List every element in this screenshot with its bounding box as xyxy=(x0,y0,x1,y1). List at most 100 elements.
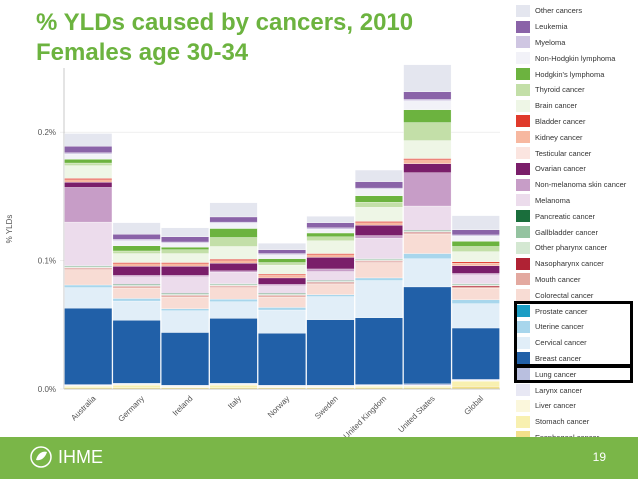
bar-segment-colorectal-cancer xyxy=(306,284,355,295)
bar-segment-non-melanoma-skin-cancer xyxy=(306,268,355,272)
legend: Other cancers Leukemia Myeloma Non-Hodgkin … xyxy=(516,3,638,445)
bar-segment-non-hodgkin-lymphoma xyxy=(258,254,306,259)
legend-item: Other cancers xyxy=(516,3,638,19)
legend-label: Non-Hodgkin lymphoma xyxy=(535,53,616,63)
bar-segment-melanoma xyxy=(209,272,258,284)
bar-segment-kidney-cancer xyxy=(64,179,113,183)
bar-segment-ovarian-cancer xyxy=(161,266,209,276)
bar-segment-cervical-cancer xyxy=(451,303,500,329)
bar-segment-hodgkin-s-lymphoma xyxy=(403,109,452,123)
bar-segment-thyroid-cancer xyxy=(112,250,161,254)
bar-segment-colorectal-cancer xyxy=(355,262,403,279)
bar-segment-non-melanoma-skin-cancer xyxy=(403,172,452,207)
legend-label: Pancreatic cancer xyxy=(535,211,596,221)
bar-segment-melanoma xyxy=(64,221,113,266)
bar-segment-stomach-cancer xyxy=(209,384,258,388)
bar-segment-melanoma xyxy=(258,285,306,294)
legend-label: Stomach cancer xyxy=(535,417,590,427)
bar-segment-uterine-cancer xyxy=(64,284,113,288)
bar-segment-brain-cancer xyxy=(306,240,355,254)
bar-segment-cervical-cancer xyxy=(403,258,452,288)
bar-segment-breast-cancer xyxy=(258,332,306,386)
bar-segment-leukemia xyxy=(355,181,403,189)
bar-segment-non-hodgkin-lymphoma xyxy=(355,189,403,196)
bar-segment-myeloma xyxy=(258,253,306,255)
stacked-bar-chart: % YLDs 0.0% 0.1% 0.2% Australia Germany Irelan… xyxy=(5,64,500,437)
bar-segment-mouth-cancer xyxy=(355,261,403,263)
bar-segment-hodgkin-s-lymphoma xyxy=(306,232,355,237)
bar-segment-mouth-cancer xyxy=(306,282,355,285)
bar-segment-hodgkin-s-lymphoma xyxy=(451,241,500,247)
legend-item: Melanoma xyxy=(516,193,638,209)
bar-segment-stomach-cancer xyxy=(112,384,161,388)
bar-segment-uterine-cancer xyxy=(258,307,306,311)
legend-item: Other pharynx cancer xyxy=(516,240,638,256)
bar-segment-other-cancers xyxy=(403,64,452,92)
bar-segment-non-melanoma-skin-cancer xyxy=(258,284,306,286)
legend-item: Hodgkin's lymphoma xyxy=(516,66,638,82)
legend-highlight-box xyxy=(514,301,633,368)
legend-swatch xyxy=(516,194,530,207)
x-tick-label: United Kingdom xyxy=(342,394,389,437)
bar-segment-breast-cancer xyxy=(306,319,355,386)
legend-swatch xyxy=(516,162,530,175)
legend-swatch xyxy=(516,115,530,128)
bar-segment-kidney-cancer xyxy=(209,260,258,264)
y-tick-label: 0.1% xyxy=(38,257,56,266)
legend-swatch xyxy=(516,99,530,112)
page-number: 19 xyxy=(592,450,606,464)
bar-segment-thyroid-cancer xyxy=(64,162,113,166)
legend-label: Melanoma xyxy=(535,195,571,205)
legend-label: Testicular cancer xyxy=(535,148,592,158)
legend-label: Cervical cancer xyxy=(535,338,587,348)
y-tick-label: 0.0% xyxy=(38,385,56,394)
legend-swatch xyxy=(516,384,530,397)
bar-segment-brain-cancer xyxy=(355,207,403,222)
bar-segment-myeloma xyxy=(112,239,161,241)
bar-segment-breast-cancer xyxy=(161,332,209,386)
legend-item: Kidney cancer xyxy=(516,129,638,145)
bar-segment-mouth-cancer xyxy=(258,295,306,298)
legend-label: Gallbladder cancer xyxy=(535,227,598,237)
bar-segment-brain-cancer xyxy=(64,165,113,179)
legend-swatch xyxy=(516,241,530,254)
bar-segment-other-cancers xyxy=(161,227,209,237)
legend-item: Bladder cancer xyxy=(516,114,638,130)
bar-segment-colorectal-cancer xyxy=(161,297,209,309)
bar-segment-other-cancers xyxy=(258,243,306,250)
bar-segment-stomach-cancer xyxy=(403,386,452,388)
bar-segment-cervical-cancer xyxy=(355,280,403,318)
legend-item: Nasopharynx cancer xyxy=(516,256,638,272)
legend-swatch xyxy=(516,20,530,33)
bar-segment-non-hodgkin-lymphoma xyxy=(161,243,209,248)
bar-segment-thyroid-cancer xyxy=(403,122,452,141)
bar-segment-uterine-cancer xyxy=(209,298,258,302)
bar-segment-leukemia xyxy=(403,91,452,100)
bar-segment-colorectal-cancer xyxy=(64,269,113,286)
legend-label: Uterine cancer xyxy=(535,322,584,332)
legend-item: Stomach cancer xyxy=(516,414,638,430)
bar-segment-brain-cancer xyxy=(112,253,161,263)
bar-segment-non-hodgkin-lymphoma xyxy=(209,223,258,229)
bar-segment-non-hodgkin-lymphoma xyxy=(306,228,355,234)
bar-segment-bladder-cancer xyxy=(112,262,161,264)
x-tick-label: Norway xyxy=(266,394,292,420)
bar-segment-myeloma xyxy=(451,234,500,237)
bar-segment-leukemia xyxy=(306,222,355,229)
bar-segment-non-hodgkin-lymphoma xyxy=(64,153,113,160)
bar-segment-mouth-cancer xyxy=(403,232,452,235)
bar-segment-kidney-cancer xyxy=(258,275,306,279)
legend-highlight-box xyxy=(514,364,633,383)
legend-label: Myeloma xyxy=(535,37,566,47)
bar-segment-colorectal-cancer xyxy=(451,288,500,300)
legend-label: Thyroid cancer xyxy=(535,85,585,95)
bar-segment-bladder-cancer xyxy=(258,273,306,276)
legend-item: Non-Hodgkin lymphoma xyxy=(516,50,638,66)
bar-segment-hodgkin-s-lymphoma xyxy=(209,228,258,238)
legend-item: Cervical cancer xyxy=(516,335,638,351)
y-axis-label: % YLDs xyxy=(5,215,14,244)
bar-segment-nasopharynx-cancer xyxy=(451,285,500,288)
bar-segment-cervical-cancer xyxy=(258,309,306,334)
bar-segment-mouth-cancer xyxy=(451,286,500,289)
legend-label: Nasopharynx cancer xyxy=(535,259,604,269)
